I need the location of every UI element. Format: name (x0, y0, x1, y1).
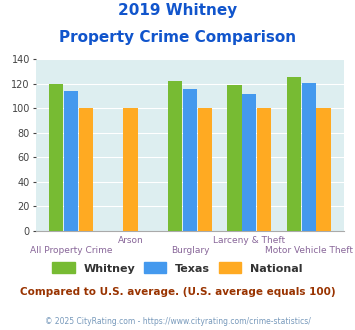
Bar (316, 109, 331, 231)
Text: 2019 Whitney: 2019 Whitney (118, 3, 237, 18)
Text: © 2025 CityRating.com - https://www.cityrating.com/crime-statistics/: © 2025 CityRating.com - https://www.city… (45, 317, 310, 326)
Bar (49, 84, 64, 231)
Text: Compared to U.S. average. (U.S. average equals 100): Compared to U.S. average. (U.S. average … (20, 287, 335, 297)
Legend: Whitney, Texas, National: Whitney, Texas, National (48, 258, 307, 278)
Bar (227, 85, 242, 231)
Bar (302, 83, 316, 231)
Bar (79, 109, 93, 231)
Text: Arson: Arson (118, 236, 143, 245)
Text: Burglary: Burglary (171, 246, 209, 255)
Bar (183, 89, 197, 231)
Text: Motor Vehicle Theft: Motor Vehicle Theft (265, 246, 353, 255)
Bar (124, 109, 138, 231)
Bar (257, 109, 271, 231)
Bar (198, 109, 212, 231)
Bar (287, 77, 301, 231)
Bar (242, 94, 256, 231)
Bar (168, 82, 182, 231)
Text: Larceny & Theft: Larceny & Theft (213, 236, 285, 245)
Text: Property Crime Comparison: Property Crime Comparison (59, 30, 296, 45)
Text: All Property Crime: All Property Crime (30, 246, 113, 255)
Bar (64, 91, 78, 231)
